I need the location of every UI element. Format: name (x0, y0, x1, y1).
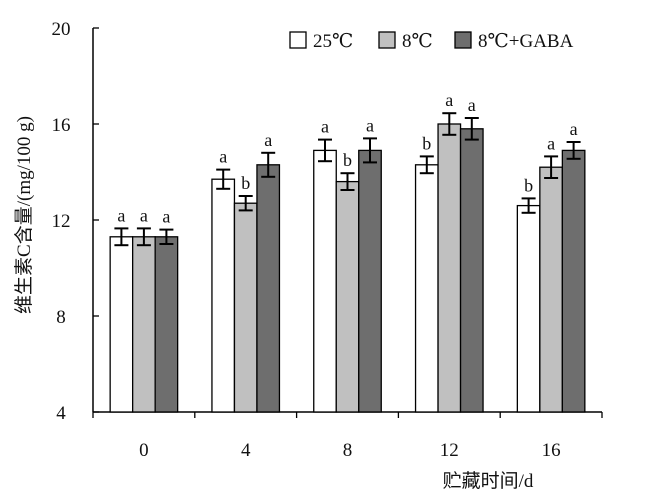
legend-swatch (378, 31, 396, 49)
legend: 25℃ 8℃ 8℃+GABA (289, 31, 574, 52)
significance-label: b (524, 175, 533, 195)
significance-label: a (468, 95, 476, 115)
bar (437, 123, 462, 413)
bar (358, 149, 382, 413)
bar (131, 236, 156, 413)
bar (561, 149, 586, 413)
legend-label: 25℃ (313, 31, 353, 52)
significance-label: a (140, 205, 148, 225)
significance-label: a (264, 130, 272, 150)
x-tick-label: 16 (542, 440, 561, 461)
x-tick-label: 8 (343, 440, 353, 461)
y-tick-label: 8 (56, 307, 66, 328)
significance-label: a (321, 117, 329, 137)
error-bars (114, 112, 581, 247)
bar (256, 164, 281, 413)
y-tick-label: 16 (52, 115, 71, 136)
bar (414, 164, 439, 413)
significance-label: a (117, 205, 125, 225)
bars (109, 123, 586, 413)
significance-label: b (343, 150, 352, 170)
bar (233, 202, 258, 413)
bar (516, 204, 541, 413)
legend-swatch (454, 31, 472, 49)
x-tick-label: 12 (440, 440, 459, 461)
significance-label: a (219, 147, 227, 167)
y-tick-label: 4 (56, 403, 66, 424)
bar (313, 149, 337, 413)
significance-label: a (570, 119, 578, 139)
bar (459, 128, 484, 413)
bar (211, 178, 236, 413)
significance-label: a (162, 207, 170, 227)
significance-label: a (366, 115, 374, 135)
bar (109, 236, 134, 413)
significance-label: a (547, 133, 555, 153)
y-tick-label: 12 (52, 211, 71, 232)
bar (539, 166, 563, 413)
bar (154, 236, 179, 413)
tick-labels: 4 8 12 16 20 0 4 8 12 16 (52, 19, 561, 461)
y-axis-title: 维生素C含量/(mg/100 g) (13, 116, 35, 314)
legend-label: 8℃ (402, 31, 433, 52)
significance-label: b (241, 173, 250, 193)
legend-label: 8℃+GABA (478, 31, 574, 52)
x-axis-title: 贮藏时间/d (443, 470, 534, 492)
x-tick-label: 0 (139, 440, 149, 461)
bar (335, 180, 360, 413)
x-tick-label: 4 (241, 440, 251, 461)
legend-swatch (289, 31, 307, 49)
y-tick-label: 20 (52, 19, 71, 40)
significance-label: a (445, 90, 453, 110)
significance-label: b (422, 133, 431, 153)
